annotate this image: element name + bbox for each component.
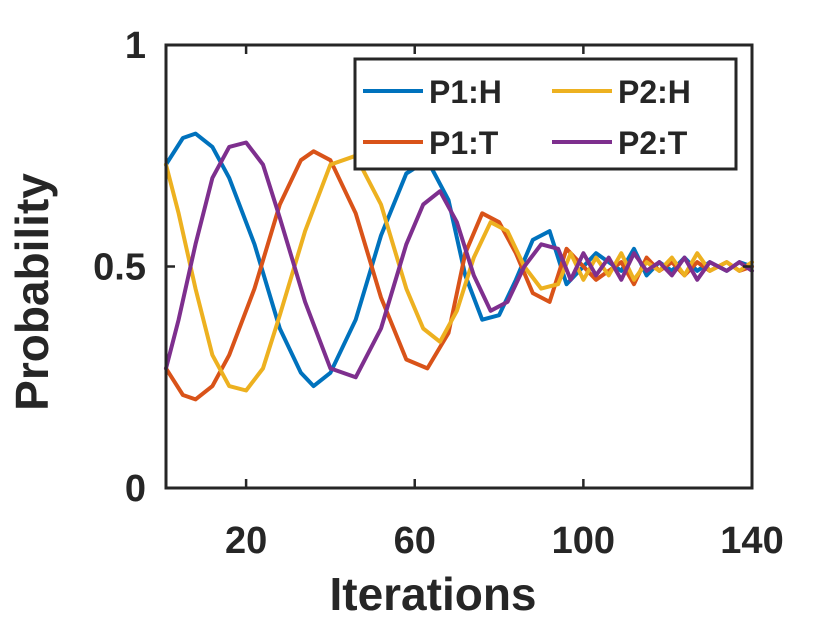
legend-label: P1:H xyxy=(429,74,502,110)
x-tick-label: 60 xyxy=(394,520,436,562)
series-line-3 xyxy=(164,153,754,393)
legend: P1:H P1:T P2:H P2:T xyxy=(353,57,738,171)
y-tick-label: 0 xyxy=(125,468,146,510)
y-axis-label: Probability xyxy=(6,173,58,411)
x-tick-label: 100 xyxy=(552,520,615,562)
y-tick-label: 1 xyxy=(125,25,146,67)
x-tick-label: 140 xyxy=(720,520,783,562)
x-axis-label: Iterations xyxy=(329,568,536,620)
series-line-2 xyxy=(164,149,754,402)
y-tick-label: 0.5 xyxy=(93,247,146,289)
plot-area xyxy=(164,131,754,402)
legend-box xyxy=(353,57,738,171)
series-line-1 xyxy=(164,131,754,389)
axes: 20 60 100 140 0 0.5 1 xyxy=(93,25,784,562)
x-tick-label: 20 xyxy=(225,520,267,562)
series-line-4 xyxy=(164,140,754,380)
legend-label: P1:T xyxy=(429,125,499,161)
legend-label: P2:T xyxy=(618,125,688,161)
legend-label: P2:H xyxy=(618,74,691,110)
